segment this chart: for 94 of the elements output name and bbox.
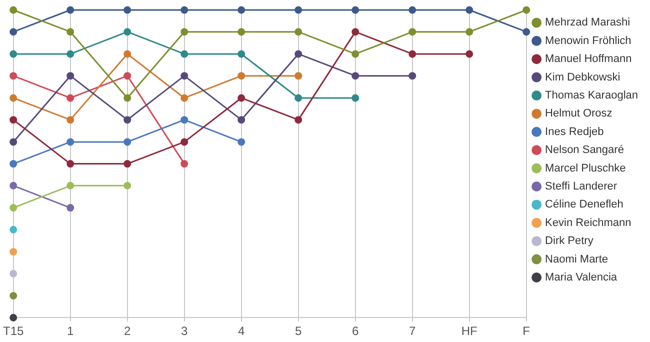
- point: [66, 204, 74, 212]
- legend-label: Dirk Petry: [545, 235, 594, 248]
- point: [408, 28, 416, 36]
- point: [124, 50, 132, 58]
- point: [238, 28, 246, 36]
- point: [66, 28, 74, 36]
- point: [180, 28, 188, 36]
- point: [294, 6, 302, 14]
- legend-label: Maria Valencia: [545, 272, 618, 284]
- point: [66, 94, 74, 102]
- legend-label: Céline Denefleh: [545, 198, 624, 211]
- point: [294, 28, 302, 36]
- point: [180, 116, 188, 124]
- point: [10, 138, 18, 146]
- point: [10, 270, 18, 278]
- point: [10, 50, 18, 58]
- point: [522, 6, 530, 14]
- point: [238, 138, 246, 146]
- point: [66, 6, 74, 14]
- x-tick-label: 1: [66, 324, 74, 338]
- point: [10, 160, 18, 168]
- x-tick-label: 2: [124, 324, 131, 338]
- point: [10, 204, 18, 212]
- point: [66, 50, 74, 58]
- point: [10, 248, 18, 256]
- point: [10, 182, 18, 190]
- x-tick-label: 5: [295, 324, 302, 338]
- x-tick-label: T15: [2, 324, 24, 338]
- point: [352, 72, 360, 80]
- point: [466, 50, 474, 58]
- point: [238, 6, 246, 14]
- legend-label: Mehrzad Marashi: [545, 16, 630, 29]
- point: [124, 28, 132, 36]
- point: [466, 28, 474, 36]
- point: [466, 6, 474, 14]
- legend-label: Menowin Fröhlich: [545, 34, 632, 47]
- x-tick-label: 6: [352, 324, 360, 338]
- point: [238, 94, 246, 102]
- point: [522, 28, 530, 36]
- point: [66, 182, 74, 190]
- legend-label: Ines Redjeb: [545, 126, 604, 138]
- point: [124, 72, 132, 80]
- point: [180, 138, 188, 146]
- point: [352, 6, 360, 14]
- point: [124, 182, 132, 190]
- legend-label: Nelson Sangaré: [545, 144, 624, 156]
- x-tick-label: HF: [461, 324, 478, 338]
- point: [66, 160, 74, 168]
- legend-label: Kevin Reichmann: [545, 216, 632, 229]
- point: [10, 6, 18, 14]
- point: [180, 6, 188, 14]
- point: [180, 94, 188, 102]
- legend-label: Marcel Pluschke: [545, 162, 626, 174]
- point: [124, 94, 132, 102]
- point: [238, 72, 246, 80]
- point: [124, 6, 132, 14]
- point: [352, 50, 360, 58]
- point: [10, 94, 18, 102]
- point: [352, 28, 360, 36]
- point: [294, 94, 302, 102]
- point: [124, 116, 132, 124]
- legend-label: Manuel Hoffmann: [545, 53, 632, 66]
- x-tick-label: 4: [238, 324, 246, 338]
- point: [238, 50, 246, 58]
- point: [10, 28, 18, 36]
- point: [124, 160, 132, 168]
- point: [180, 72, 188, 80]
- legend-label: Naomi Marte: [545, 253, 608, 266]
- point: [180, 160, 188, 168]
- point: [352, 94, 360, 102]
- point: [408, 72, 416, 80]
- point: [66, 72, 74, 80]
- point: [10, 292, 18, 300]
- legend-label: Thomas Karaoglan: [545, 90, 638, 102]
- point: [124, 138, 132, 146]
- legend-label: Kim Debkowski: [545, 71, 620, 84]
- x-tick-label: 7: [409, 324, 416, 338]
- point: [408, 50, 416, 58]
- point: [238, 116, 246, 124]
- point: [10, 72, 18, 80]
- point: [10, 226, 18, 234]
- point: [294, 116, 302, 124]
- legend-label: Steffi Landerer: [545, 180, 618, 193]
- legend-label: Helmut Orosz: [545, 108, 612, 120]
- point: [66, 116, 74, 124]
- point: [66, 138, 74, 146]
- point: [408, 6, 416, 14]
- x-tick-label: F: [522, 324, 530, 338]
- point: [10, 116, 18, 124]
- point: [294, 50, 302, 58]
- x-tick-label: 3: [181, 324, 188, 338]
- point: [294, 72, 302, 80]
- point: [10, 314, 18, 322]
- point: [180, 50, 188, 58]
